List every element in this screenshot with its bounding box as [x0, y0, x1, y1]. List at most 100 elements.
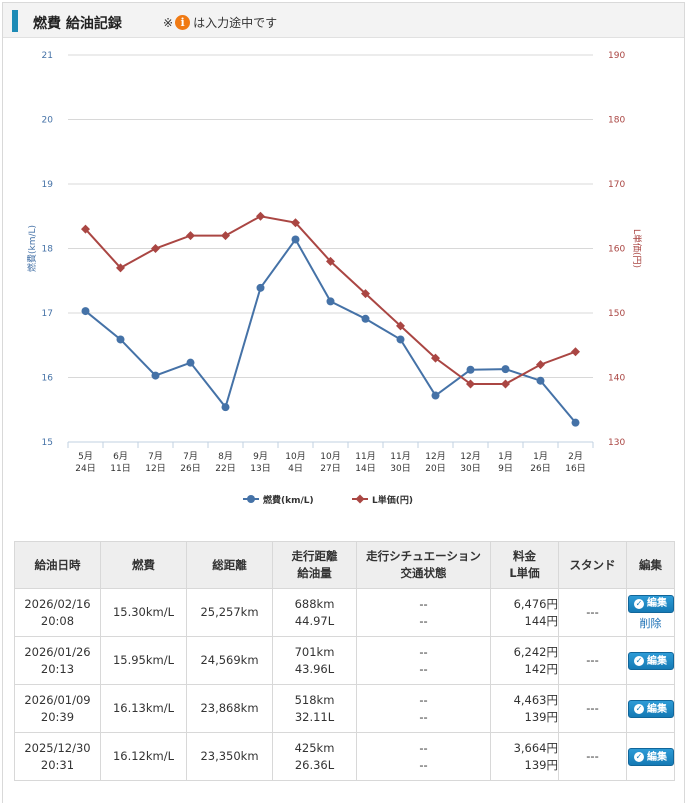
- x-tick-label-month: 12月: [460, 451, 480, 462]
- column-header: 給油日時: [14, 541, 101, 589]
- y-left-tick-label: 18: [42, 245, 54, 255]
- cell-price: 4,463円 139円: [490, 684, 559, 733]
- cell-fuel-economy: 16.13km/L: [100, 684, 187, 733]
- x-tick-label-month: 12月: [425, 451, 445, 462]
- cell-edit: ✓ 編集削除: [626, 588, 675, 637]
- cell-stand-value: ---: [586, 749, 599, 763]
- edit-button[interactable]: ✓ 編集: [627, 700, 674, 718]
- x-tick-label-day: 26日: [180, 463, 200, 474]
- cell-edit: ✓ 編集: [626, 636, 675, 685]
- cell-fuel-economy-value: 16.12km/L: [112, 749, 175, 763]
- y-left-tick-label: 16: [42, 374, 54, 384]
- cell-total-distance: 24,569km: [186, 636, 273, 685]
- cell-total-distance: 25,257km: [186, 588, 273, 637]
- table-row: 2025/12/30 20:31 16.12km/L 23,350km 425km 26.…: [14, 732, 675, 781]
- data-point: [396, 335, 405, 344]
- x-tick-label-month: 11月: [355, 451, 375, 462]
- data-point: [501, 379, 510, 389]
- data-point: [116, 263, 125, 273]
- edit-button-label: 編集: [647, 751, 667, 763]
- x-tick-label-month: 10月: [320, 451, 340, 462]
- x-tick-label-day: 20日: [425, 463, 445, 474]
- edit-icon: ✓: [634, 704, 644, 714]
- edit-button-label: 編集: [647, 598, 667, 609]
- cell-distance-amount-value: 26.36L: [294, 757, 335, 772]
- data-point: [151, 244, 160, 253]
- note-prefix: ※: [163, 15, 174, 30]
- cell-distance-amount-value: 32.11L: [294, 709, 335, 724]
- edit-button[interactable]: ✓ 編集: [627, 652, 674, 670]
- column-header-label: 走行距離: [291, 549, 338, 563]
- cell-price-value: 6,242円: [513, 644, 558, 659]
- data-point: [256, 283, 265, 292]
- cell-distance-amount-value: 518km: [294, 692, 335, 707]
- records-table: 給油日時 燃費 総距離 走行距離 給油量 走行シチュエーション 交通状態 料金 L単価 スタンド編…: [14, 541, 675, 781]
- edit-button[interactable]: ✓ 編集: [627, 594, 674, 613]
- cell-price-value: 3,664円: [513, 740, 558, 755]
- data-point: [571, 418, 580, 427]
- data-point: [361, 289, 370, 299]
- x-tick-label-month: 5月: [78, 451, 93, 462]
- page-title: 燃費 給油記録: [33, 16, 122, 32]
- cell-price: 3,664円 139円: [490, 732, 559, 781]
- cell-datetime-value: 2025/12/30: [24, 740, 91, 755]
- y-right-tick-label: 170: [608, 180, 625, 190]
- cell-situation-value: --: [419, 613, 428, 628]
- cell-price-value: 144円: [524, 613, 558, 628]
- legend-marker: [355, 494, 365, 504]
- x-tick-label-day: 27日: [320, 463, 340, 474]
- table-row: 2026/02/16 20:08 15.30km/L 25,257km 688km 44.…: [14, 588, 675, 637]
- cell-situation: -- --: [356, 636, 491, 685]
- data-point: [431, 353, 440, 363]
- cell-distance-amount-value: 425km: [294, 740, 335, 755]
- cell-fuel-economy: 16.12km/L: [100, 732, 187, 781]
- data-point: [536, 360, 545, 370]
- delete-link[interactable]: 削除: [639, 616, 662, 630]
- x-tick-label-month: 7月: [183, 451, 198, 462]
- cell-distance-amount: 425km 26.36L: [272, 732, 357, 781]
- cell-fuel-economy-value: 15.95km/L: [112, 653, 175, 667]
- x-tick-label-day: 26日: [530, 463, 550, 474]
- cell-stand: ---: [558, 732, 627, 781]
- cell-situation-value: --: [419, 692, 428, 707]
- column-header-label: 給油日時: [34, 557, 81, 572]
- cell-price-value: 139円: [524, 757, 558, 772]
- x-tick-label-day: 14日: [355, 463, 375, 474]
- x-tick-label-month: 7月: [148, 451, 163, 462]
- table-row: 2026/01/09 20:39 16.13km/L 23,868km 518km 32.…: [14, 684, 675, 733]
- cell-situation-value: --: [419, 644, 428, 659]
- cell-total-distance-value: 24,569km: [200, 653, 259, 667]
- cell-total-distance-value: 23,868km: [200, 701, 259, 715]
- x-tick-label-month: 9月: [253, 451, 268, 462]
- x-tick-label-month: 6月: [113, 451, 128, 462]
- x-tick-label-day: 12日: [145, 463, 165, 474]
- x-tick-label-day: 24日: [75, 463, 95, 474]
- x-tick-label-day: 30日: [460, 463, 480, 474]
- cell-datetime-value: 20:08: [40, 613, 75, 628]
- data-point: [326, 256, 335, 266]
- note-text: は入力途中です: [193, 16, 278, 30]
- cell-datetime: 2026/02/16 20:08: [14, 588, 101, 637]
- column-header-label: 総距離: [212, 557, 247, 572]
- column-header: 総距離: [186, 541, 273, 589]
- data-point: [186, 231, 195, 241]
- edit-button[interactable]: ✓ 編集: [627, 748, 674, 766]
- cell-stand: ---: [558, 588, 627, 637]
- edit-icon: ✓: [634, 752, 644, 762]
- cell-distance-amount-value: 43.96L: [294, 661, 335, 676]
- cell-datetime-value: 20:13: [40, 661, 75, 676]
- fuel-chart: 15 16 17 18 19 20 21 130 140 150 160 170 180 190 5月24日…: [26, 51, 643, 506]
- column-header: 料金 L単価: [490, 541, 559, 589]
- cell-situation-value: --: [419, 757, 428, 772]
- data-point: [326, 297, 335, 306]
- cell-price-value: 142円: [524, 661, 558, 676]
- x-tick-label-day: 11日: [110, 463, 130, 474]
- x-tick-label-month: 8月: [218, 451, 233, 462]
- cell-situation: -- --: [356, 588, 491, 637]
- column-header-label: 交通状態: [400, 566, 447, 580]
- data-point: [536, 376, 545, 385]
- y-right-tick-label: 160: [608, 245, 625, 255]
- cell-total-distance-value: 25,257km: [200, 605, 259, 619]
- cell-datetime-value: 20:31: [40, 757, 75, 772]
